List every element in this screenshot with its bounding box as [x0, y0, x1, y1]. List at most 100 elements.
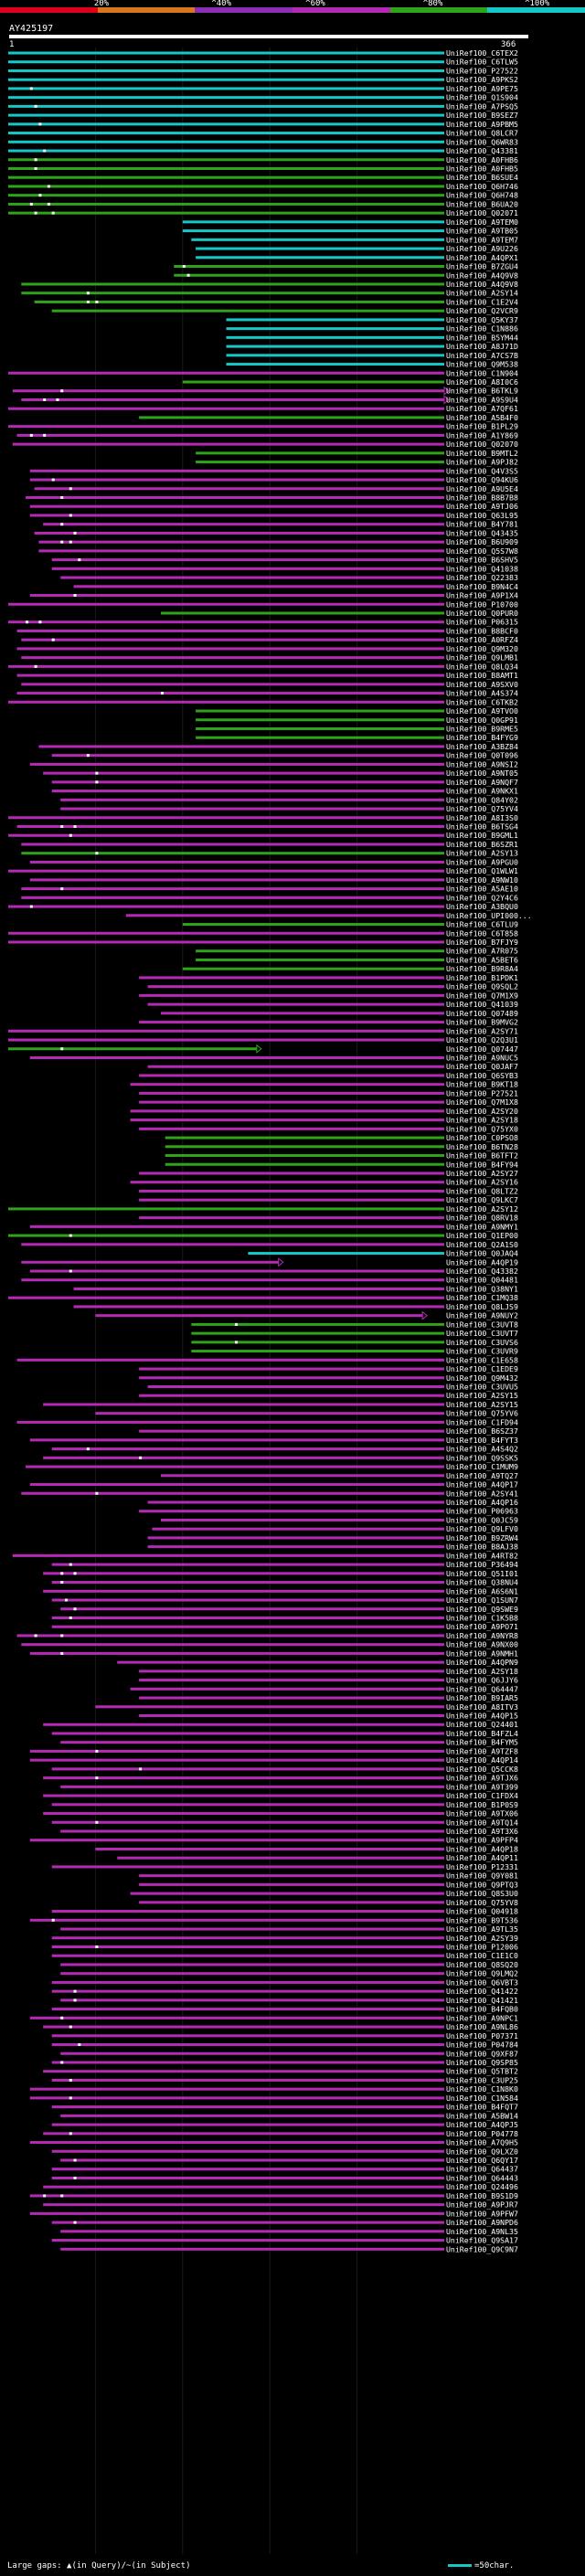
hit-label[interactable]: UniRef100_P04784 [446, 2041, 518, 2050]
hit-row[interactable]: UniRef100_Q43381 [8, 146, 518, 155]
hit-label[interactable]: UniRef100_C0PSO8 [446, 1133, 518, 1142]
hit-label[interactable]: UniRef100_Q02070 [446, 440, 518, 449]
hit-row[interactable]: UniRef100_A4QPX1 [196, 253, 518, 262]
hit-bar[interactable] [226, 327, 445, 331]
hit-label[interactable]: UniRef100_C1N584 [446, 2094, 518, 2103]
hit-row[interactable]: UniRef100_Q7M1X8 [139, 1097, 518, 1107]
hit-label[interactable]: UniRef100_C3UVT8 [446, 1320, 518, 1329]
hit-row[interactable]: UniRef100_A9PKS2 [8, 75, 518, 84]
hit-row[interactable]: UniRef100_A4RT82 [12, 1551, 518, 1560]
hit-label[interactable]: UniRef100_A9TEM7 [446, 235, 518, 244]
hit-bar[interactable] [147, 1385, 444, 1388]
hit-row[interactable]: UniRef100_B6SZ37 [139, 1426, 518, 1436]
hit-bar[interactable] [226, 345, 445, 348]
hit-bar[interactable] [8, 1234, 444, 1237]
hit-row[interactable]: UniRef100_Q0PUR0 [160, 609, 518, 618]
hit-bar[interactable] [29, 1438, 444, 1442]
hit-row[interactable]: UniRef100_Q2Q3U1 [8, 1035, 518, 1044]
hit-label[interactable]: UniRef100_B4FYG9 [446, 733, 518, 742]
hit-label[interactable]: UniRef100_A7CS7B [446, 351, 518, 360]
hit-bar[interactable] [182, 220, 445, 224]
hit-row[interactable]: UniRef100_A2SY16 [130, 1178, 518, 1187]
hit-label[interactable]: UniRef100_Q6VBT3 [446, 1977, 518, 1987]
hit-bar[interactable] [226, 363, 445, 366]
hit-row[interactable]: UniRef100_Q07447 [8, 1044, 518, 1054]
hit-label[interactable]: UniRef100_B7ZGU4 [446, 262, 518, 271]
hit-label[interactable]: UniRef100_P10700 [446, 599, 518, 609]
hit-bar[interactable] [139, 1510, 444, 1513]
hit-row[interactable]: UniRef100_C0PSO8 [165, 1133, 518, 1142]
hit-label[interactable]: UniRef100_Q8LQ34 [446, 662, 518, 671]
hit-row[interactable]: UniRef100_B1PDK1 [139, 973, 518, 982]
hit-label[interactable]: UniRef100_A5AE10 [446, 885, 518, 894]
hit-label[interactable]: UniRef100_A8I3S0 [446, 813, 518, 822]
hit-bar[interactable] [191, 1350, 444, 1353]
hit-bar[interactable] [139, 1696, 444, 1700]
hit-bar[interactable] [8, 140, 444, 143]
hit-row[interactable]: UniRef100_Q9M432 [139, 1373, 518, 1383]
hit-bar[interactable] [8, 1038, 444, 1042]
hit-bar[interactable] [73, 1305, 445, 1309]
hit-label[interactable]: UniRef100_A4QPN9 [446, 1658, 518, 1667]
hit-row[interactable]: UniRef100_A9NMY1 [29, 1222, 518, 1231]
hit-label[interactable]: UniRef100_P07371 [446, 2031, 518, 2041]
hit-row[interactable]: UniRef100_A9NYR8 [16, 1631, 518, 1640]
hit-bar[interactable] [51, 558, 444, 562]
hit-label[interactable]: UniRef100_B6SZR1 [446, 840, 518, 849]
hit-bar[interactable] [29, 1749, 444, 1753]
hit-label[interactable]: UniRef100_Q64437 [446, 2165, 518, 2174]
hit-row[interactable]: UniRef100_Q8SQ20 [60, 1960, 518, 1969]
hit-label[interactable]: UniRef100_B8BCF0 [446, 626, 518, 635]
hit-row[interactable]: UniRef100_A9NUC5 [29, 1053, 518, 1062]
hit-bar[interactable] [95, 1705, 445, 1709]
hit-label[interactable]: UniRef100_B9MTL2 [446, 449, 518, 458]
hit-row[interactable]: UniRef100_Q9C9N7 [60, 2244, 518, 2253]
hit-bar[interactable] [21, 656, 445, 660]
hit-row[interactable]: UniRef100_C1K5B8 [51, 1613, 518, 1622]
hit-bar[interactable] [147, 1002, 444, 1006]
hit-bar[interactable] [60, 1829, 445, 1833]
hit-label[interactable]: UniRef100_Q41038 [446, 564, 518, 573]
hit-bar[interactable] [165, 1154, 444, 1158]
hit-label[interactable]: UniRef100_A7PSQ5 [446, 101, 518, 111]
hit-row[interactable]: UniRef100_P06963 [139, 1507, 518, 1516]
hit-label[interactable]: UniRef100_A9NW10 [446, 875, 518, 885]
hit-label[interactable]: UniRef100_A9NL86 [446, 2022, 518, 2031]
hit-row[interactable]: UniRef100_A4Q9V8 [174, 270, 518, 280]
hit-bar[interactable] [139, 1874, 444, 1878]
hit-row[interactable]: UniRef100_A0RFZ4 [21, 635, 518, 644]
hit-bar[interactable] [139, 976, 444, 980]
hit-bar[interactable] [8, 78, 444, 81]
hit-row[interactable]: UniRef100_A2SY39 [51, 1934, 518, 1943]
hit-bar[interactable] [26, 1465, 445, 1468]
hit-bar[interactable] [130, 1687, 444, 1691]
hit-row[interactable]: UniRef100_A9U5E4 [34, 484, 518, 493]
hit-bar[interactable] [29, 1918, 444, 1922]
hit-label[interactable]: UniRef100_Q6WR83 [446, 137, 518, 146]
hit-label[interactable]: UniRef100_Q8LCR7 [446, 129, 518, 138]
hit-row[interactable]: UniRef100_Q43382 [29, 1267, 518, 1276]
hit-bar[interactable] [196, 949, 445, 953]
hit-row[interactable]: UniRef100_A9TL35 [60, 1924, 518, 1934]
hit-bar[interactable] [139, 1127, 444, 1130]
hit-row[interactable]: UniRef100_Q0T096 [51, 751, 518, 760]
hit-label[interactable]: UniRef100_A8J71D [446, 342, 518, 351]
hit-row[interactable]: UniRef100_Q9LKC7 [139, 1195, 518, 1204]
hit-bar[interactable] [139, 1074, 444, 1077]
hit-label[interactable]: UniRef100_Q75YV8 [446, 1898, 518, 1907]
hit-bar[interactable] [196, 451, 445, 455]
hit-label[interactable]: UniRef100_B9RME5 [446, 724, 518, 733]
hit-bar[interactable] [73, 1287, 445, 1290]
hit-label[interactable]: UniRef100_Q75YV4 [446, 804, 518, 813]
hit-bar[interactable] [8, 407, 444, 410]
hit-bar[interactable] [51, 1989, 444, 1993]
hit-bar[interactable] [8, 166, 444, 170]
hit-bar[interactable] [182, 229, 445, 233]
hit-bar[interactable] [139, 1714, 444, 1718]
hit-row[interactable]: UniRef100_A4QP18 [95, 1844, 518, 1853]
hit-label[interactable]: UniRef100_A5BET6 [446, 955, 518, 964]
hit-row[interactable]: UniRef100_Q24496 [43, 2182, 518, 2191]
hit-bar[interactable] [139, 1429, 444, 1433]
hit-label[interactable]: UniRef100_A2SY16 [446, 1178, 518, 1187]
hit-row[interactable]: UniRef100_B7FJY9 [8, 938, 518, 947]
